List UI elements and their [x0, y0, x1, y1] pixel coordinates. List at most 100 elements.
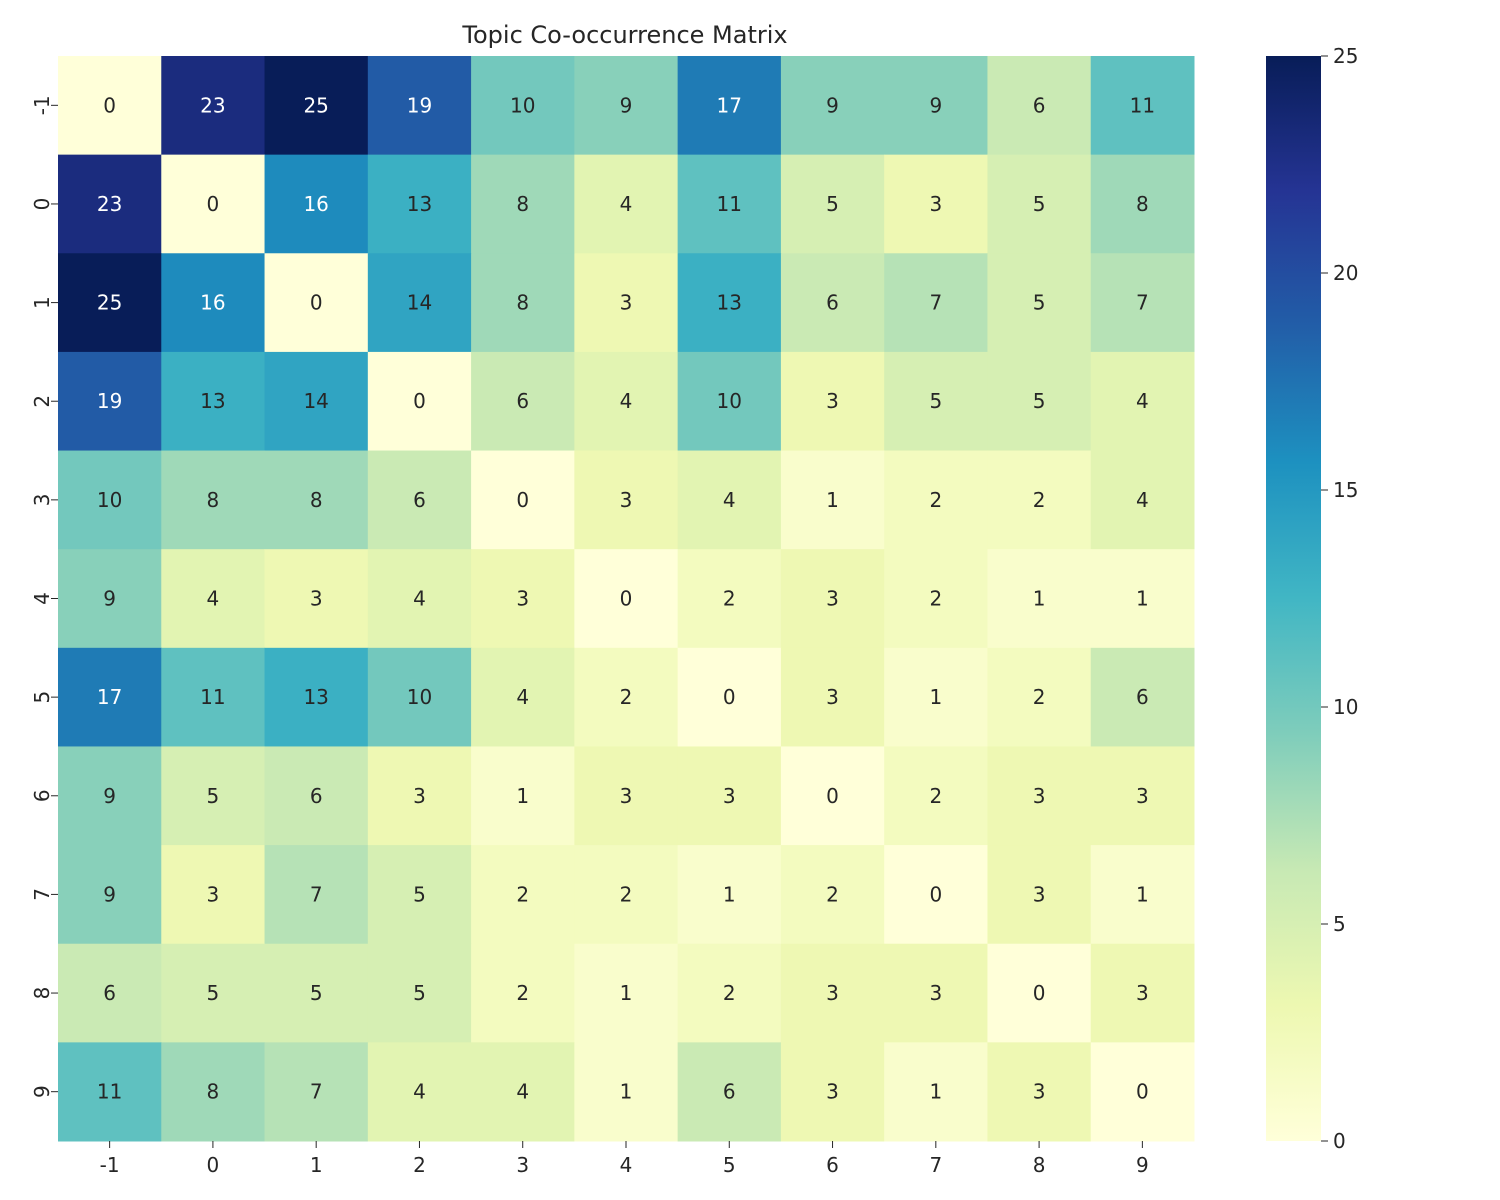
heatmap-cell	[780, 351, 885, 452]
cell-value-label: 3	[620, 291, 633, 315]
cell-value-label: 1	[1136, 882, 1149, 906]
cell-value-label: 3	[620, 488, 633, 512]
x-axis-ticks: -1 0 1 2 3 4 5 6 7 8 9	[100, 1141, 1149, 1177]
cell-value-label: 4	[413, 587, 426, 611]
cell-value-label: 5	[310, 981, 323, 1005]
cell-value-label: 4	[516, 1080, 529, 1104]
cell-value-label: 2	[723, 981, 736, 1005]
cell-value-label: 13	[200, 389, 225, 413]
heatmap-cell	[471, 549, 575, 649]
heatmap-cell	[780, 943, 885, 1043]
heatmap-cell	[161, 943, 266, 1043]
heatmap-cell	[677, 845, 782, 945]
heatmap-cell	[574, 253, 679, 353]
cell-value-label: 3	[1136, 981, 1149, 1005]
cell-value-label: 2	[516, 882, 529, 906]
heatmap-cell	[161, 746, 266, 846]
heatmap-cell	[677, 549, 782, 649]
cell-value-label: 9	[826, 93, 839, 117]
cell-value-label: 0	[1136, 1080, 1149, 1104]
y-tick-label: 9	[30, 1085, 54, 1098]
cell-value-label: 5	[207, 981, 220, 1005]
cell-value-label: 3	[1033, 882, 1046, 906]
cell-value-label: 0	[826, 784, 839, 808]
cell-value-label: 11	[200, 685, 225, 709]
heatmap-cell	[574, 845, 679, 945]
heatmap-cell	[780, 154, 885, 254]
cell-value-label: 9	[103, 784, 116, 808]
cell-value-label: 23	[97, 192, 122, 216]
cell-value-label: 25	[303, 93, 328, 117]
cell-value-label: 7	[310, 882, 323, 906]
cell-value-label: 4	[620, 389, 633, 413]
cell-value-label: 6	[1033, 93, 1046, 117]
heatmap-cell	[1090, 351, 1195, 452]
heatmap-cell	[574, 56, 679, 156]
x-tick-label: 7	[929, 1153, 942, 1177]
cell-value-label: 4	[207, 587, 220, 611]
cell-value-label: 2	[620, 685, 633, 709]
cell-value-label: 0	[1033, 981, 1046, 1005]
cell-value-label: 3	[1033, 1080, 1046, 1104]
heatmap-cell	[471, 1042, 575, 1142]
heatmap-cell	[471, 943, 575, 1043]
heatmap-cell	[58, 351, 162, 452]
heatmap-cell	[1090, 1042, 1195, 1142]
cell-value-label: 1	[826, 488, 839, 512]
heatmap-cell	[677, 154, 782, 254]
heatmap-cell	[471, 154, 575, 254]
heatmap-cell	[367, 549, 472, 649]
cell-value-label: 0	[929, 882, 942, 906]
y-tick-label: 5	[30, 691, 54, 704]
cell-value-label: 5	[826, 192, 839, 216]
heatmap-cell	[471, 253, 575, 353]
cell-value-label: 17	[717, 93, 742, 117]
heatmap-cell	[58, 154, 162, 254]
heatmap-cell	[161, 549, 266, 649]
cell-value-label: 11	[97, 1080, 122, 1104]
y-tick-label: 7	[30, 888, 54, 901]
cell-value-label: 5	[1033, 192, 1046, 216]
y-tick-label: 8	[30, 987, 54, 1000]
heatmap-cell	[987, 845, 1092, 945]
heatmap-cell	[471, 647, 575, 747]
heatmap-cell	[471, 450, 575, 550]
heatmap-cell	[264, 647, 369, 747]
cell-value-label: 2	[620, 882, 633, 906]
cell-value-label: 4	[723, 488, 736, 512]
heatmap-cell	[780, 253, 885, 353]
cell-value-label: 6	[826, 291, 839, 315]
heatmap-cell	[161, 647, 266, 747]
x-tick-label: 3	[516, 1153, 529, 1177]
heatmap-cell	[367, 943, 472, 1043]
x-tick-label: 6	[826, 1153, 839, 1177]
cell-value-label: 6	[103, 981, 116, 1005]
heatmap-cell	[367, 746, 472, 846]
heatmap-cell	[471, 746, 575, 846]
heatmap-cell	[677, 450, 782, 550]
cell-value-label: 6	[413, 488, 426, 512]
cell-value-label: 3	[1033, 784, 1046, 808]
heatmap-cell	[367, 1042, 472, 1142]
cell-value-label: 2	[929, 587, 942, 611]
x-tick-label: 8	[1033, 1153, 1046, 1177]
cell-value-label: 6	[516, 389, 529, 413]
heatmap-cell	[884, 154, 988, 254]
heatmap-cell	[1090, 845, 1195, 945]
heatmap-cell	[1090, 647, 1195, 747]
colorbar-tick-label: 0	[1333, 1129, 1346, 1153]
heatmap-cell	[987, 1042, 1092, 1142]
x-tick-label: 2	[413, 1153, 426, 1177]
cell-value-label: 3	[826, 685, 839, 709]
heatmap-cell	[161, 154, 266, 254]
cell-value-label: 10	[407, 685, 432, 709]
cell-value-label: 13	[303, 685, 328, 709]
heatmap-cell	[264, 549, 369, 649]
heatmap-cell	[884, 253, 988, 353]
x-tick-label: 4	[620, 1153, 633, 1177]
heatmap-cell	[58, 746, 162, 846]
cell-value-label: 7	[1136, 291, 1149, 315]
cell-value-label: 3	[826, 1080, 839, 1104]
heatmap-cell	[677, 351, 782, 452]
